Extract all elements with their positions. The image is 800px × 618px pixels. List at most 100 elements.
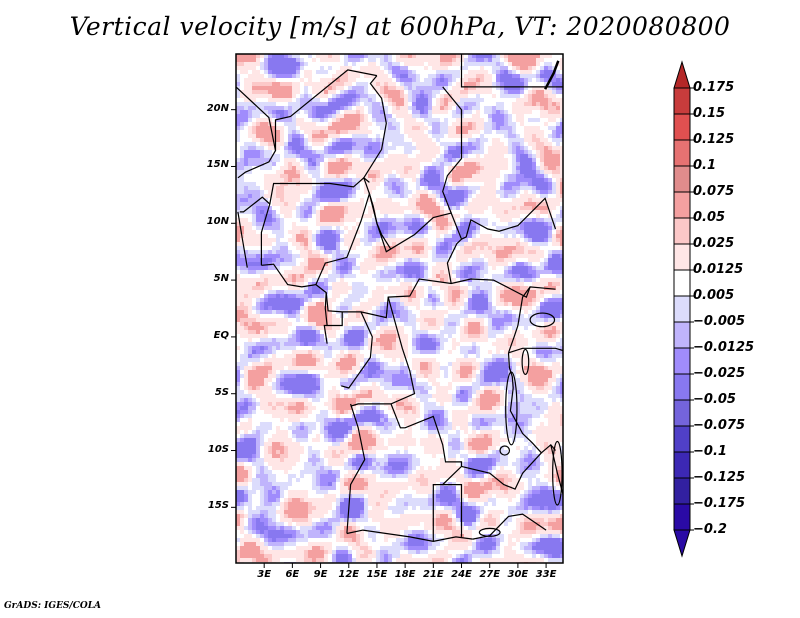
field-cell [380,54,384,58]
field-cell [312,174,316,178]
field-cell [468,178,472,182]
field-cell [468,330,472,334]
field-cell [476,90,480,94]
field-cell [520,118,524,122]
field-cell [304,158,308,162]
field-cell [416,82,420,86]
field-cell [292,242,296,246]
field-cell [452,238,456,242]
field-cell [400,210,404,214]
field-cell [352,162,356,166]
field-cell [336,270,340,274]
field-cell [288,142,292,146]
field-cell [552,86,556,90]
field-cell [412,246,416,250]
field-cell [264,278,268,282]
field-cell [524,82,528,86]
field-cell [452,318,456,322]
field-cell [456,222,460,226]
field-cell [296,110,300,114]
field-cell [532,190,536,194]
field-cell [260,194,264,198]
field-cell [392,154,396,158]
field-cell [336,82,340,86]
field-cell [380,346,384,350]
field-cell [236,254,240,258]
field-cell [300,106,304,110]
field-cell [516,106,520,110]
field-cell [340,258,344,262]
field-cell [328,310,332,314]
field-cell [548,126,552,130]
field-cell [432,86,436,90]
field-cell [524,202,528,206]
field-cell [420,342,424,346]
field-cell [508,238,512,242]
field-cell [268,194,272,198]
field-cell [492,254,496,258]
field-cell [320,230,324,234]
field-cell [312,294,316,298]
field-cell [252,110,256,114]
field-cell [412,146,416,150]
field-cell [428,74,432,78]
field-cell [316,234,320,238]
field-cell [556,310,560,314]
field-cell [408,214,412,218]
field-cell [412,330,416,334]
field-cell [484,330,488,334]
field-cell [500,186,504,190]
field-cell [336,86,340,90]
field-cell [364,334,368,338]
field-cell [532,194,536,198]
field-cell [388,218,392,222]
field-cell [376,302,380,306]
field-cell [412,342,416,346]
field-cell [388,250,392,254]
field-cell [416,110,420,114]
field-cell [324,286,328,290]
field-cell [452,306,456,310]
field-cell [336,166,340,170]
field-cell [348,110,352,114]
field-cell [356,306,360,310]
field-cell [372,66,376,70]
field-cell [492,58,496,62]
field-cell [468,250,472,254]
field-cell [444,94,448,98]
field-cell [340,70,344,74]
field-cell [248,154,252,158]
field-cell [248,226,252,230]
field-cell [452,146,456,150]
field-cell [360,210,364,214]
field-cell [420,246,424,250]
field-cell [276,322,280,326]
field-cell [360,270,364,274]
field-cell [464,106,468,110]
field-cell [384,198,388,202]
field-cell [388,226,392,230]
field-cell [292,190,296,194]
field-cell [540,202,544,206]
field-cell [464,206,468,210]
field-cell [336,106,340,110]
field-cell [488,294,492,298]
field-cell [432,162,436,166]
field-cell [448,62,452,66]
field-cell [420,262,424,266]
field-cell [276,70,280,74]
field-cell [340,266,344,270]
field-cell [344,218,348,222]
field-cell [396,134,400,138]
field-cell [544,322,548,326]
field-cell [320,150,324,154]
field-cell [500,254,504,258]
field-cell [552,286,556,290]
field-cell [236,314,240,318]
field-cell [536,78,540,82]
field-cell [432,126,436,130]
field-cell [420,154,424,158]
field-cell [292,206,296,210]
field-cell [244,266,248,270]
field-cell [424,134,428,138]
